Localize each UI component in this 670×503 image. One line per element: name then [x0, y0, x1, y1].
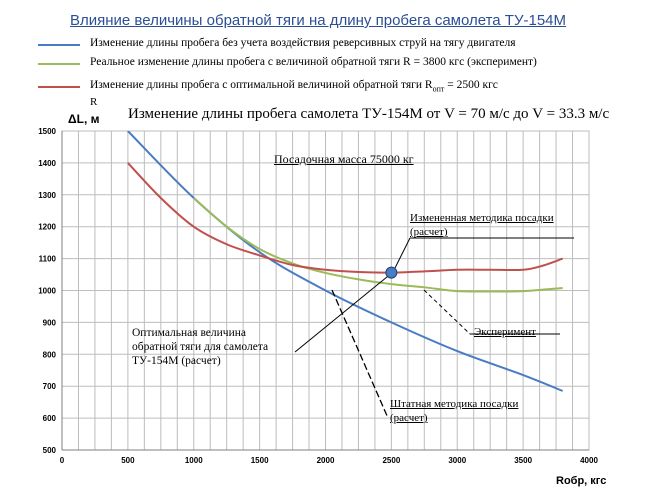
- annotation-modified-method: Измененная методика посадки (расчет): [410, 211, 554, 239]
- chart-ticks: 500 600 700 800 900 1000 1100 1200 1300 1400 1500 0…: [38, 127, 598, 465]
- chart-grid: [61, 130, 590, 451]
- x-tick-label: 2000: [317, 456, 335, 465]
- chart-series: [127, 131, 564, 392]
- series-line-red: [127, 162, 563, 274]
- y-tick-label: 1500: [38, 127, 56, 136]
- legend-label-red-sub: опт: [432, 84, 445, 94]
- legend-label-green: Реальное изменение длины пробега с велич…: [90, 56, 537, 68]
- legend-label-red-tail: = 2500 кгс: [444, 79, 498, 91]
- annotation-optimal-line2: обратной тяги для самолета: [132, 341, 269, 353]
- legend-swatch-green: [38, 63, 80, 65]
- optimum-point-marker: [385, 266, 398, 279]
- annotation-optimal-line1: Оптимальная величина: [132, 327, 247, 339]
- y-tick-label: 900: [43, 318, 57, 327]
- y-axis-label: ΔL, м: [68, 112, 100, 126]
- y-axis-label-top: R: [90, 96, 98, 108]
- y-tick-label: 500: [43, 446, 57, 455]
- annotation-modified-method-line1: Измененная методика посадки: [410, 212, 554, 224]
- y-tick-label: 1100: [39, 255, 57, 264]
- legend-swatch-red: [38, 86, 80, 88]
- y-tick-label: 1400: [38, 159, 56, 168]
- y-tick-label: 1200: [38, 223, 56, 232]
- y-tick-label: 1300: [38, 191, 56, 200]
- x-tick-label: 2500: [382, 456, 400, 465]
- y-tick-label: 700: [43, 382, 57, 391]
- legend-label-blue: Изменение длины пробега без учета воздей…: [90, 37, 516, 49]
- chart-markers: [294, 237, 574, 419]
- annotation-standard-line1: Штатная методика посадки: [390, 398, 519, 410]
- leader-modified: [394, 237, 411, 269]
- leader-experiment: [423, 289, 471, 335]
- x-tick-label: 500: [121, 456, 135, 465]
- y-tick-label: 800: [43, 350, 57, 359]
- series-line-green: [193, 197, 563, 293]
- y-tick-label: 600: [43, 414, 57, 423]
- x-tick-label: 3500: [514, 456, 532, 465]
- x-tick-label: 0: [60, 456, 65, 465]
- leader-standard: [331, 289, 389, 419]
- annotation-experiment: Эксперимент: [474, 326, 536, 338]
- legend-label-red-main: Изменение длины пробега с оптимальной ве…: [90, 79, 433, 91]
- annotation-optimal-line3: ТУ-154М (расчет): [132, 355, 221, 367]
- y-tick-label: 1000: [38, 287, 56, 296]
- annotation-standard-line2: (расчет): [390, 412, 428, 424]
- annotation-optimal-value: Оптимальная величина обратной тяги для с…: [132, 326, 268, 368]
- x-tick-label: 1500: [251, 456, 269, 465]
- x-tick-label: 4000: [580, 456, 598, 465]
- x-axis-label: Rобр, кгс: [556, 475, 607, 487]
- chart-title: Изменение длины пробега самолета ТУ-154М…: [128, 106, 610, 122]
- annotation-standard-method: Штатная методика посадки (расчет): [390, 397, 518, 425]
- annotation-mass: Посадочная масса 75000 кг: [274, 152, 414, 166]
- x-tick-label: 3000: [448, 456, 466, 465]
- legend-swatch-blue: [38, 44, 80, 46]
- page-title: Влияние величины обратной тяги на длину …: [70, 12, 567, 29]
- leader-optimal: [294, 276, 388, 353]
- x-tick-label: 1000: [185, 456, 203, 465]
- annotation-modified-method-line2: (расчет): [410, 226, 448, 238]
- legend-label-red: Изменение длины пробега с оптимальной ве…: [90, 79, 498, 93]
